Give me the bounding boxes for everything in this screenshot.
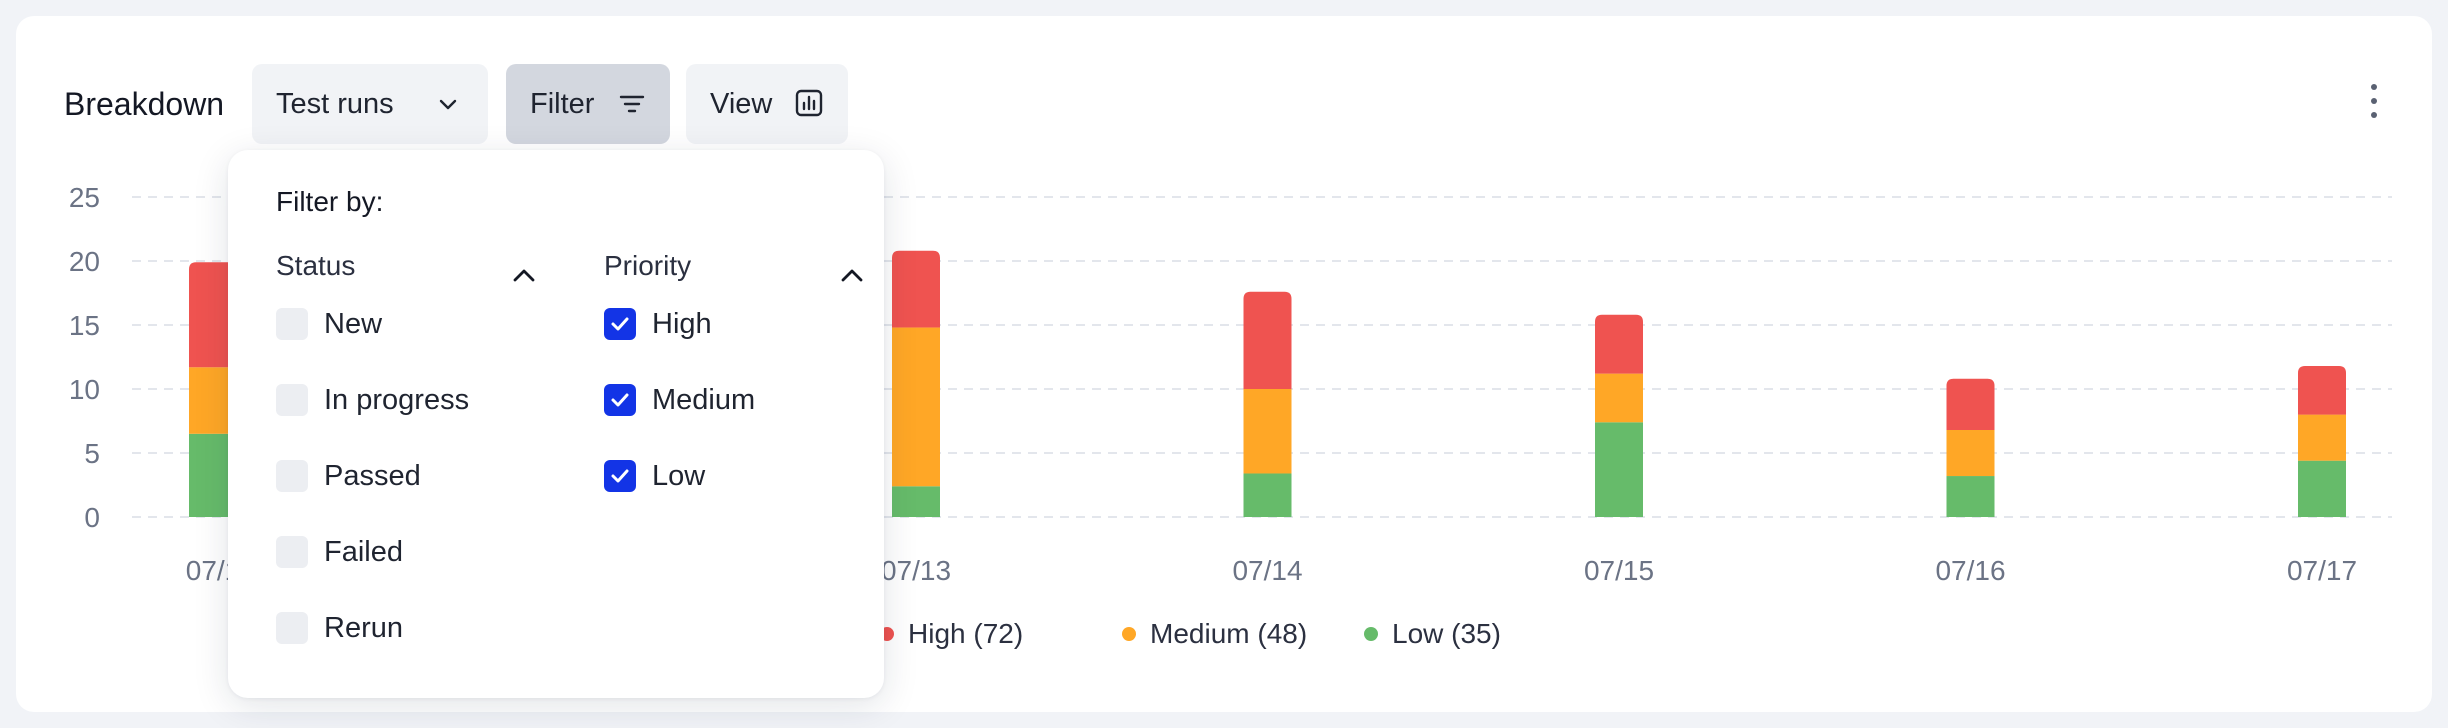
chevron-up-icon[interactable] xyxy=(512,256,536,296)
option-label: Rerun xyxy=(324,611,403,644)
y-tick-label: 10 xyxy=(69,374,100,405)
checkbox[interactable] xyxy=(276,384,308,416)
x-tick-label: 07/14 xyxy=(1232,555,1302,586)
checkmark-icon xyxy=(611,393,629,407)
legend-label-low: Low (35) xyxy=(1392,618,1501,649)
status-option-rerun[interactable]: Rerun xyxy=(276,608,403,648)
option-label: Failed xyxy=(324,535,403,568)
bar-segment-low xyxy=(1595,422,1643,517)
bar-chart-icon xyxy=(794,88,824,118)
bar-segment-low xyxy=(1243,473,1292,517)
y-tick-label: 15 xyxy=(69,310,100,341)
legend-label-high: High (72) xyxy=(908,618,1024,649)
bar-segment-high xyxy=(892,250,940,328)
priority-group-header[interactable]: Priority xyxy=(604,246,864,286)
status-filter-group: Status New In progress Passed Failed xyxy=(276,246,536,644)
legend-item-high[interactable]: High (72) xyxy=(880,614,1023,654)
card-title: Breakdown xyxy=(64,86,225,122)
bar-segment-high xyxy=(189,262,237,368)
test-runs-dropdown[interactable]: Test runs xyxy=(252,64,488,144)
bar-segment-high xyxy=(1243,291,1292,389)
legend-item-low[interactable]: Low (35) xyxy=(1364,614,1501,654)
filter-lines-icon xyxy=(618,90,646,118)
filter-dropdown-panel: Filter by: Status New In progress Passed xyxy=(228,150,884,698)
checkmark-icon xyxy=(611,469,629,483)
option-label: In progress xyxy=(324,383,470,416)
status-option-failed[interactable]: Failed xyxy=(276,532,403,572)
checkbox-checked[interactable] xyxy=(604,460,636,492)
priority-option-high[interactable]: High xyxy=(604,304,712,344)
bar-segment-low xyxy=(2298,460,2346,517)
toolbar: Breakdown Test runs Filter View xyxy=(16,64,2432,144)
checkbox[interactable] xyxy=(276,460,308,492)
legend-item-medium[interactable]: Medium (48) xyxy=(1122,614,1307,654)
chevron-up-icon[interactable] xyxy=(840,256,864,296)
bar-segment-medium xyxy=(1243,389,1292,474)
y-tick-label: 0 xyxy=(84,502,100,533)
option-label: Medium xyxy=(652,383,756,416)
legend-label-medium: Medium (48) xyxy=(1150,618,1308,649)
checkbox[interactable] xyxy=(276,536,308,568)
legend-dot-medium xyxy=(1122,627,1136,641)
bar-segment-high xyxy=(1595,314,1643,374)
bar-segment-low xyxy=(892,486,940,517)
x-tick-label: 07/15 xyxy=(1584,555,1654,586)
priority-option-medium[interactable]: Medium xyxy=(604,380,755,420)
filter-button[interactable]: Filter xyxy=(506,64,670,144)
status-option-new[interactable]: New xyxy=(276,304,382,344)
status-option-passed[interactable]: Passed xyxy=(276,456,421,496)
priority-option-low[interactable]: Low xyxy=(604,456,705,496)
filter-button-label: Filter xyxy=(530,87,595,120)
bar-segment-medium xyxy=(1946,429,1995,477)
checkmark-icon xyxy=(611,317,629,331)
priority-filter-group: Priority High Medium xyxy=(604,246,864,492)
legend-dot-low xyxy=(1364,627,1378,641)
x-tick-label: 07/13 xyxy=(881,555,951,586)
bar-segment-high xyxy=(1946,378,1995,430)
bar-segment-medium xyxy=(892,327,940,487)
bar-segment-high xyxy=(2298,365,2346,415)
checkbox-checked[interactable] xyxy=(604,308,636,340)
breakdown-card: 051015202507/107/1207/1307/1407/1507/160… xyxy=(16,16,2432,712)
chevron-down-icon xyxy=(436,92,460,116)
priority-group-label: Priority xyxy=(604,250,692,281)
x-tick-label: 07/17 xyxy=(2287,555,2357,586)
x-tick-label: 07/16 xyxy=(1935,555,2005,586)
checkbox[interactable] xyxy=(276,308,308,340)
kebab-menu-icon[interactable] xyxy=(2364,84,2384,124)
view-button-label: View xyxy=(710,87,773,120)
y-tick-label: 20 xyxy=(69,246,100,277)
status-group-label: Status xyxy=(276,250,356,281)
option-label: Passed xyxy=(324,459,421,492)
option-label: Low xyxy=(652,459,706,492)
filter-panel-title: Filter by: xyxy=(276,186,384,217)
checkbox-checked[interactable] xyxy=(604,384,636,416)
bar-segment-low xyxy=(1946,476,1995,517)
y-tick-label: 5 xyxy=(84,438,100,469)
test-runs-dropdown-label: Test runs xyxy=(276,87,394,120)
status-group-header[interactable]: Status xyxy=(276,246,536,286)
status-option-in-progress[interactable]: In progress xyxy=(276,380,469,420)
checkbox[interactable] xyxy=(276,612,308,644)
option-label: New xyxy=(324,307,383,340)
option-label: High xyxy=(652,307,712,340)
view-button[interactable]: View xyxy=(686,64,848,144)
bar-segment-medium xyxy=(2298,414,2346,461)
y-tick-label: 25 xyxy=(69,182,100,213)
bar-segment-medium xyxy=(1595,373,1643,423)
